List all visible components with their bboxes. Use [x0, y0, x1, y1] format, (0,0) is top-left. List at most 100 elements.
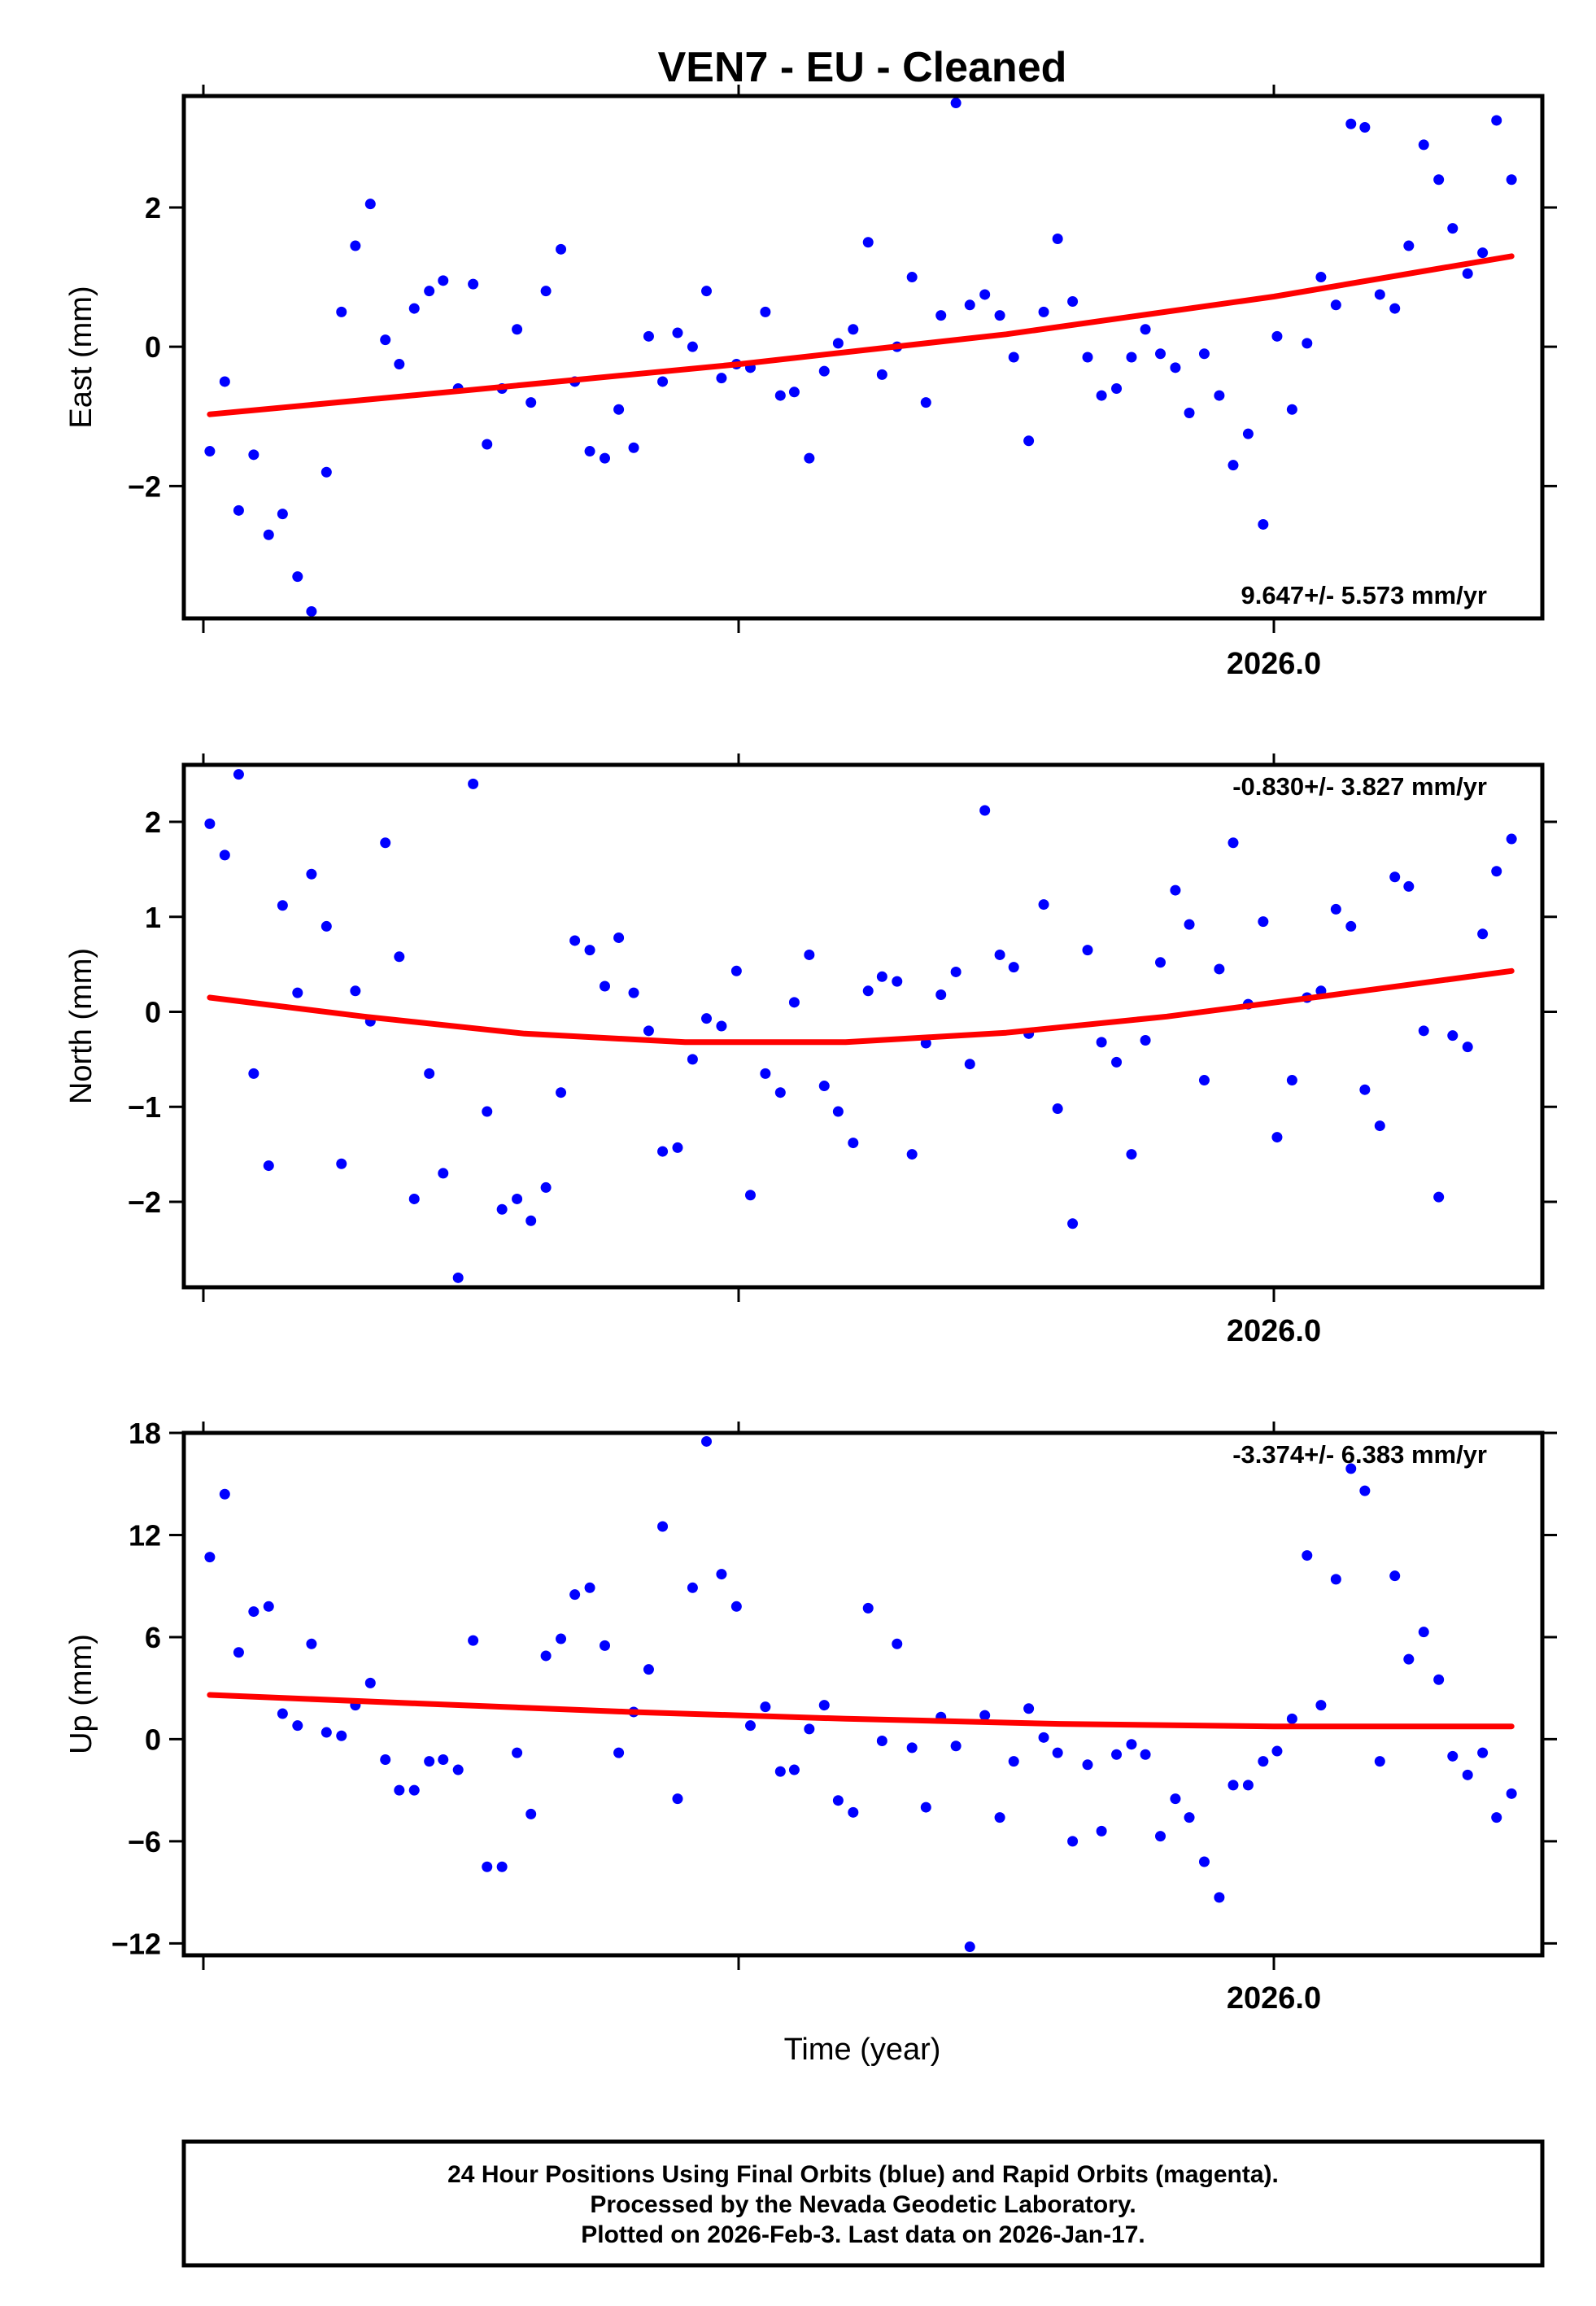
up-data-point: [1345, 1463, 1357, 1474]
up-data-point: [730, 1601, 742, 1612]
up-data-point: [525, 1808, 537, 1819]
north-data-point: [876, 971, 887, 982]
up-data-point: [1271, 1745, 1283, 1757]
up-data-point: [1184, 1812, 1195, 1823]
north-data-point: [994, 949, 1005, 960]
up-data-point: [1418, 1627, 1429, 1638]
up-data-point: [716, 1569, 727, 1580]
north-data-point: [1155, 957, 1166, 968]
north-data-point: [1111, 1056, 1123, 1068]
north-data-point: [1271, 1132, 1283, 1143]
north-data-point: [452, 1272, 464, 1283]
east-data-point: [1067, 296, 1079, 308]
east-data-point: [1389, 303, 1401, 314]
east-data-point: [1228, 460, 1239, 471]
north-data-point: [1477, 928, 1489, 940]
footer-line-1: 24 Hour Positions Using Final Orbits (bl…: [447, 2161, 1279, 2188]
north-data-point: [1198, 1075, 1210, 1086]
north-data-point: [1140, 1035, 1151, 1046]
north-data-point: [1096, 1037, 1107, 1048]
north-data-point: [760, 1068, 771, 1079]
east-data-point: [219, 376, 230, 387]
north-data-point: [1067, 1218, 1079, 1229]
east-data-point: [512, 324, 523, 335]
east-data-point: [424, 286, 435, 297]
north-data-point: [935, 989, 947, 1000]
east-data-point: [979, 289, 991, 300]
north-data-point: [1214, 963, 1225, 975]
north-data-point: [321, 920, 332, 932]
north-data-point: [482, 1106, 493, 1117]
up-data-point: [1111, 1749, 1123, 1760]
north-data-point: [1082, 945, 1093, 956]
east-data-point: [1302, 338, 1313, 349]
north-data-point: [204, 818, 216, 829]
up-data-point: [277, 1708, 288, 1719]
north-data-point: [862, 985, 874, 997]
up-data-point: [1462, 1769, 1473, 1780]
up-data-point: [774, 1766, 786, 1777]
up-data-point: [672, 1793, 683, 1805]
north-data-point: [1389, 871, 1401, 883]
north-data-point: [1228, 837, 1239, 849]
east-data-point: [818, 365, 830, 377]
up-data-point: [219, 1488, 230, 1500]
up-data-point: [408, 1784, 420, 1796]
north-data-point: [438, 1168, 449, 1179]
east-data-point: [1491, 115, 1502, 126]
east-data-point: [248, 449, 259, 461]
up-data-point: [540, 1650, 552, 1662]
north-data-point: [292, 987, 303, 998]
footer-line-3: Plotted on 2026-Feb-3. Last data on 2026…: [581, 2221, 1145, 2248]
footer-box: [181, 2139, 1545, 2268]
up-xtick-label: 2026.0: [1227, 1981, 1321, 2016]
north-data-point: [1345, 920, 1357, 932]
up-data-point: [964, 1941, 975, 1953]
north-data-point: [350, 985, 361, 997]
north-data-point: [556, 1087, 567, 1098]
up-data-point: [979, 1710, 991, 1721]
up-plot-frame: [181, 1430, 1545, 1958]
up-data-point: [584, 1582, 595, 1593]
up-data-point: [364, 1677, 376, 1688]
up-data-point: [1067, 1836, 1079, 1847]
up-ytick-label: 12: [129, 1518, 161, 1552]
east-data-point: [525, 397, 537, 408]
east-data-point: [657, 376, 669, 387]
up-data-point: [452, 1764, 464, 1775]
north-data-point: [701, 1013, 713, 1024]
east-data-point: [1242, 428, 1254, 439]
up-data-point: [496, 1861, 508, 1872]
up-data-point: [1140, 1749, 1151, 1760]
up-fit-line: [207, 1692, 1515, 1730]
east-data-point: [964, 299, 975, 311]
east-data-point: [468, 278, 479, 290]
east-data-point: [687, 341, 698, 352]
north-data-point: [277, 900, 288, 911]
up-data-point: [1286, 1713, 1297, 1724]
north-ytick-label: −1: [128, 1090, 161, 1124]
up-data-point: [233, 1647, 244, 1658]
east-data-point: [380, 334, 391, 346]
east-data-point: [321, 466, 332, 478]
north-data-point: [1491, 866, 1502, 877]
up-data-point: [994, 1812, 1005, 1823]
up-data-point: [1359, 1485, 1371, 1496]
north-data-point: [233, 769, 244, 780]
up-data-point: [643, 1664, 654, 1675]
up-data-point: [468, 1635, 479, 1646]
up-data-point: [1023, 1703, 1035, 1714]
up-points: [204, 1435, 1517, 1953]
east-data-point: [1155, 348, 1166, 360]
up-data-point: [1302, 1550, 1313, 1561]
east-data-point: [1008, 352, 1019, 363]
east-data-point: [233, 504, 244, 516]
up-data-point: [920, 1802, 931, 1813]
east-data-point: [1271, 330, 1283, 342]
up-data-point: [892, 1638, 903, 1649]
east-data-point: [1096, 390, 1107, 401]
east-data-point: [1286, 404, 1297, 415]
east-ytick-label: 2: [145, 191, 161, 225]
north-data-point: [569, 935, 581, 946]
